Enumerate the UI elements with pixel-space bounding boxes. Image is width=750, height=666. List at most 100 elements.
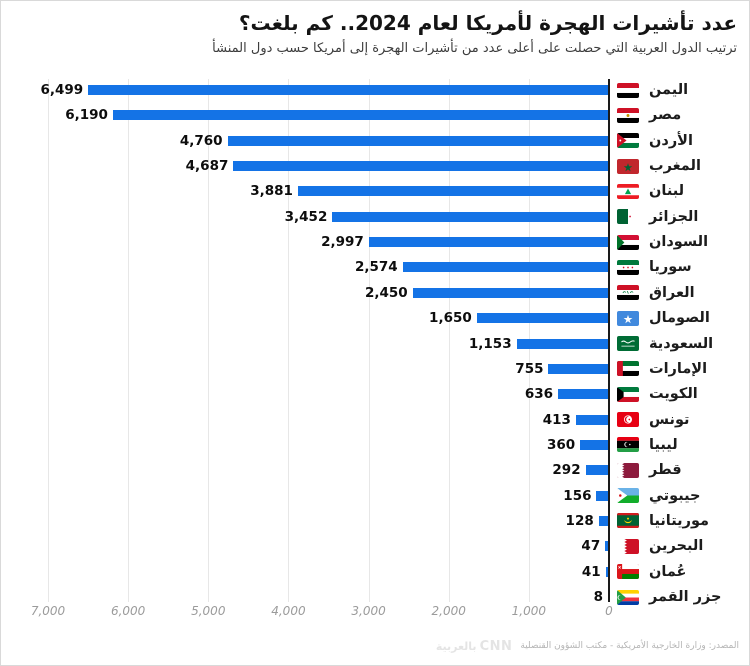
value-label-mauritania: 128 xyxy=(565,512,594,529)
country-label-syria: سوريا xyxy=(649,259,692,276)
country-label-morocco: المغرب xyxy=(649,158,701,175)
x-tick-label: 6,000 xyxy=(110,604,146,618)
chart-title: عدد تأشيرات الهجرة لأمريكا لعام 2024.. ك… xyxy=(238,11,737,35)
bar-lebanon xyxy=(297,186,609,197)
bar-kuwait xyxy=(558,389,609,400)
mauritania-flag-icon xyxy=(617,513,639,529)
gridline xyxy=(288,79,290,602)
value-label-algeria: 3,452 xyxy=(284,208,328,225)
bar-algeria xyxy=(332,211,609,222)
chart-subtitle: ترتيب الدول العربية التي حصلت على أعلى ع… xyxy=(212,41,737,56)
bahrain-flag-icon xyxy=(617,538,639,554)
x-tick-label: 0 xyxy=(605,604,613,618)
bar-bahrain xyxy=(605,541,609,552)
zero-axis-line xyxy=(608,79,610,602)
kuwait-flag-icon xyxy=(617,386,639,402)
value-label-comoros: 8 xyxy=(593,589,603,605)
country-label-yemen: اليمن xyxy=(649,82,689,98)
country-label-egypt: مصر xyxy=(649,107,682,124)
value-label-tunisia: 413 xyxy=(542,411,571,428)
value-label-uae: 755 xyxy=(515,360,544,377)
x-tick-label: 3,000 xyxy=(351,604,386,618)
value-label-saudi-arabia: 1,153 xyxy=(468,335,512,352)
bar-jordan xyxy=(227,135,609,146)
country-label-comoros: جزر القمر xyxy=(649,589,722,605)
egypt-flag-icon xyxy=(617,107,639,123)
gridline xyxy=(128,79,130,602)
cnn-arabic-logo: CNN بالعربية xyxy=(436,639,513,654)
iraq-flag-icon xyxy=(617,285,639,301)
value-label-djibouti: 156 xyxy=(563,487,592,504)
x-tick-label: 2,000 xyxy=(431,604,466,618)
x-tick-label: 1,000 xyxy=(511,604,547,618)
chart-footer: المصدر: وزارة الخارجية الأمريكية - مكتب … xyxy=(11,635,739,657)
value-label-qatar: 292 xyxy=(552,462,581,479)
x-tick-label: 4,000 xyxy=(271,604,306,618)
gridline xyxy=(48,79,49,602)
saudi-arabia-flag-icon xyxy=(617,336,639,351)
source-text: المصدر: وزارة الخارجية الأمريكية - مكتب … xyxy=(520,641,739,651)
country-label-jordan: الأردن xyxy=(649,132,693,149)
value-label-morocco: 4,687 xyxy=(185,158,229,175)
country-label-saudi-arabia: السعودية xyxy=(649,335,714,352)
bar-libya xyxy=(580,439,609,450)
gridline xyxy=(208,79,210,602)
tunisia-flag-icon xyxy=(617,412,639,428)
comoros-flag-icon xyxy=(617,589,639,605)
bar-syria xyxy=(402,262,609,273)
qatar-flag-icon xyxy=(617,462,639,478)
bar-oman xyxy=(605,566,609,577)
bar-egypt xyxy=(112,110,609,121)
bar-sudan xyxy=(368,237,609,248)
bar-morocco xyxy=(233,161,609,172)
uae-flag-icon xyxy=(617,361,639,377)
cnn-arabic-text: بالعربية xyxy=(435,639,477,653)
djibouti-flag-icon xyxy=(617,488,639,504)
bar-tunisia xyxy=(575,414,609,425)
value-label-somalia: 1,650 xyxy=(429,310,472,327)
value-label-syria: 2,574 xyxy=(355,259,398,276)
bar-chart: 7,000 6,000 5,000 4,000 3,000 2,000 1,000 0 6,49… xyxy=(1,71,749,623)
country-label-somalia: الصومال xyxy=(649,310,710,327)
cnn-logo-text: CNN xyxy=(479,638,513,654)
country-label-tunisia: تونس xyxy=(649,411,690,428)
country-label-djibouti: جيبوتي xyxy=(649,487,701,504)
country-label-sudan: السودان xyxy=(649,234,709,251)
value-label-bahrain: 47 xyxy=(581,538,601,555)
gridline xyxy=(448,79,450,602)
bar-qatar xyxy=(585,465,609,476)
country-label-uae: الإمارات xyxy=(649,360,708,377)
value-label-lebanon: 3,881 xyxy=(250,183,293,200)
somalia-flag-icon xyxy=(617,310,639,326)
value-label-jordan: 4,760 xyxy=(179,132,223,149)
bar-saudi-arabia xyxy=(516,338,609,349)
bar-iraq xyxy=(412,287,609,298)
value-label-kuwait: 636 xyxy=(524,386,554,403)
value-label-yemen: 6,499 xyxy=(40,82,84,98)
lebanon-flag-icon xyxy=(617,183,639,199)
country-label-mauritania: موريتانيا xyxy=(649,512,710,529)
algeria-flag-icon xyxy=(617,209,639,225)
jordan-flag-icon xyxy=(617,133,639,149)
value-label-oman: 41 xyxy=(581,563,601,580)
syria-flag-icon xyxy=(617,259,639,275)
country-label-algeria: الجزائر xyxy=(649,208,699,225)
oman-flag-icon xyxy=(617,564,639,580)
yemen-flag-icon xyxy=(617,82,639,98)
country-label-libya: ليبيا xyxy=(649,436,678,453)
country-label-iraq: العراق xyxy=(649,284,695,301)
x-tick-label: 7,000 xyxy=(30,604,66,618)
libya-flag-icon xyxy=(617,437,639,453)
gridline xyxy=(368,79,370,602)
country-label-lebanon: لبنان xyxy=(649,183,685,200)
bar-mauritania xyxy=(598,515,609,526)
country-label-qatar: قطر xyxy=(649,462,682,479)
value-label-iraq: 2,450 xyxy=(364,284,408,301)
bar-uae xyxy=(548,363,609,374)
x-tick-label: 5,000 xyxy=(191,604,226,618)
country-label-bahrain: البحرين xyxy=(649,538,704,555)
sudan-flag-icon xyxy=(617,234,639,250)
country-label-kuwait: الكويت xyxy=(649,386,698,403)
bar-djibouti xyxy=(596,490,609,501)
